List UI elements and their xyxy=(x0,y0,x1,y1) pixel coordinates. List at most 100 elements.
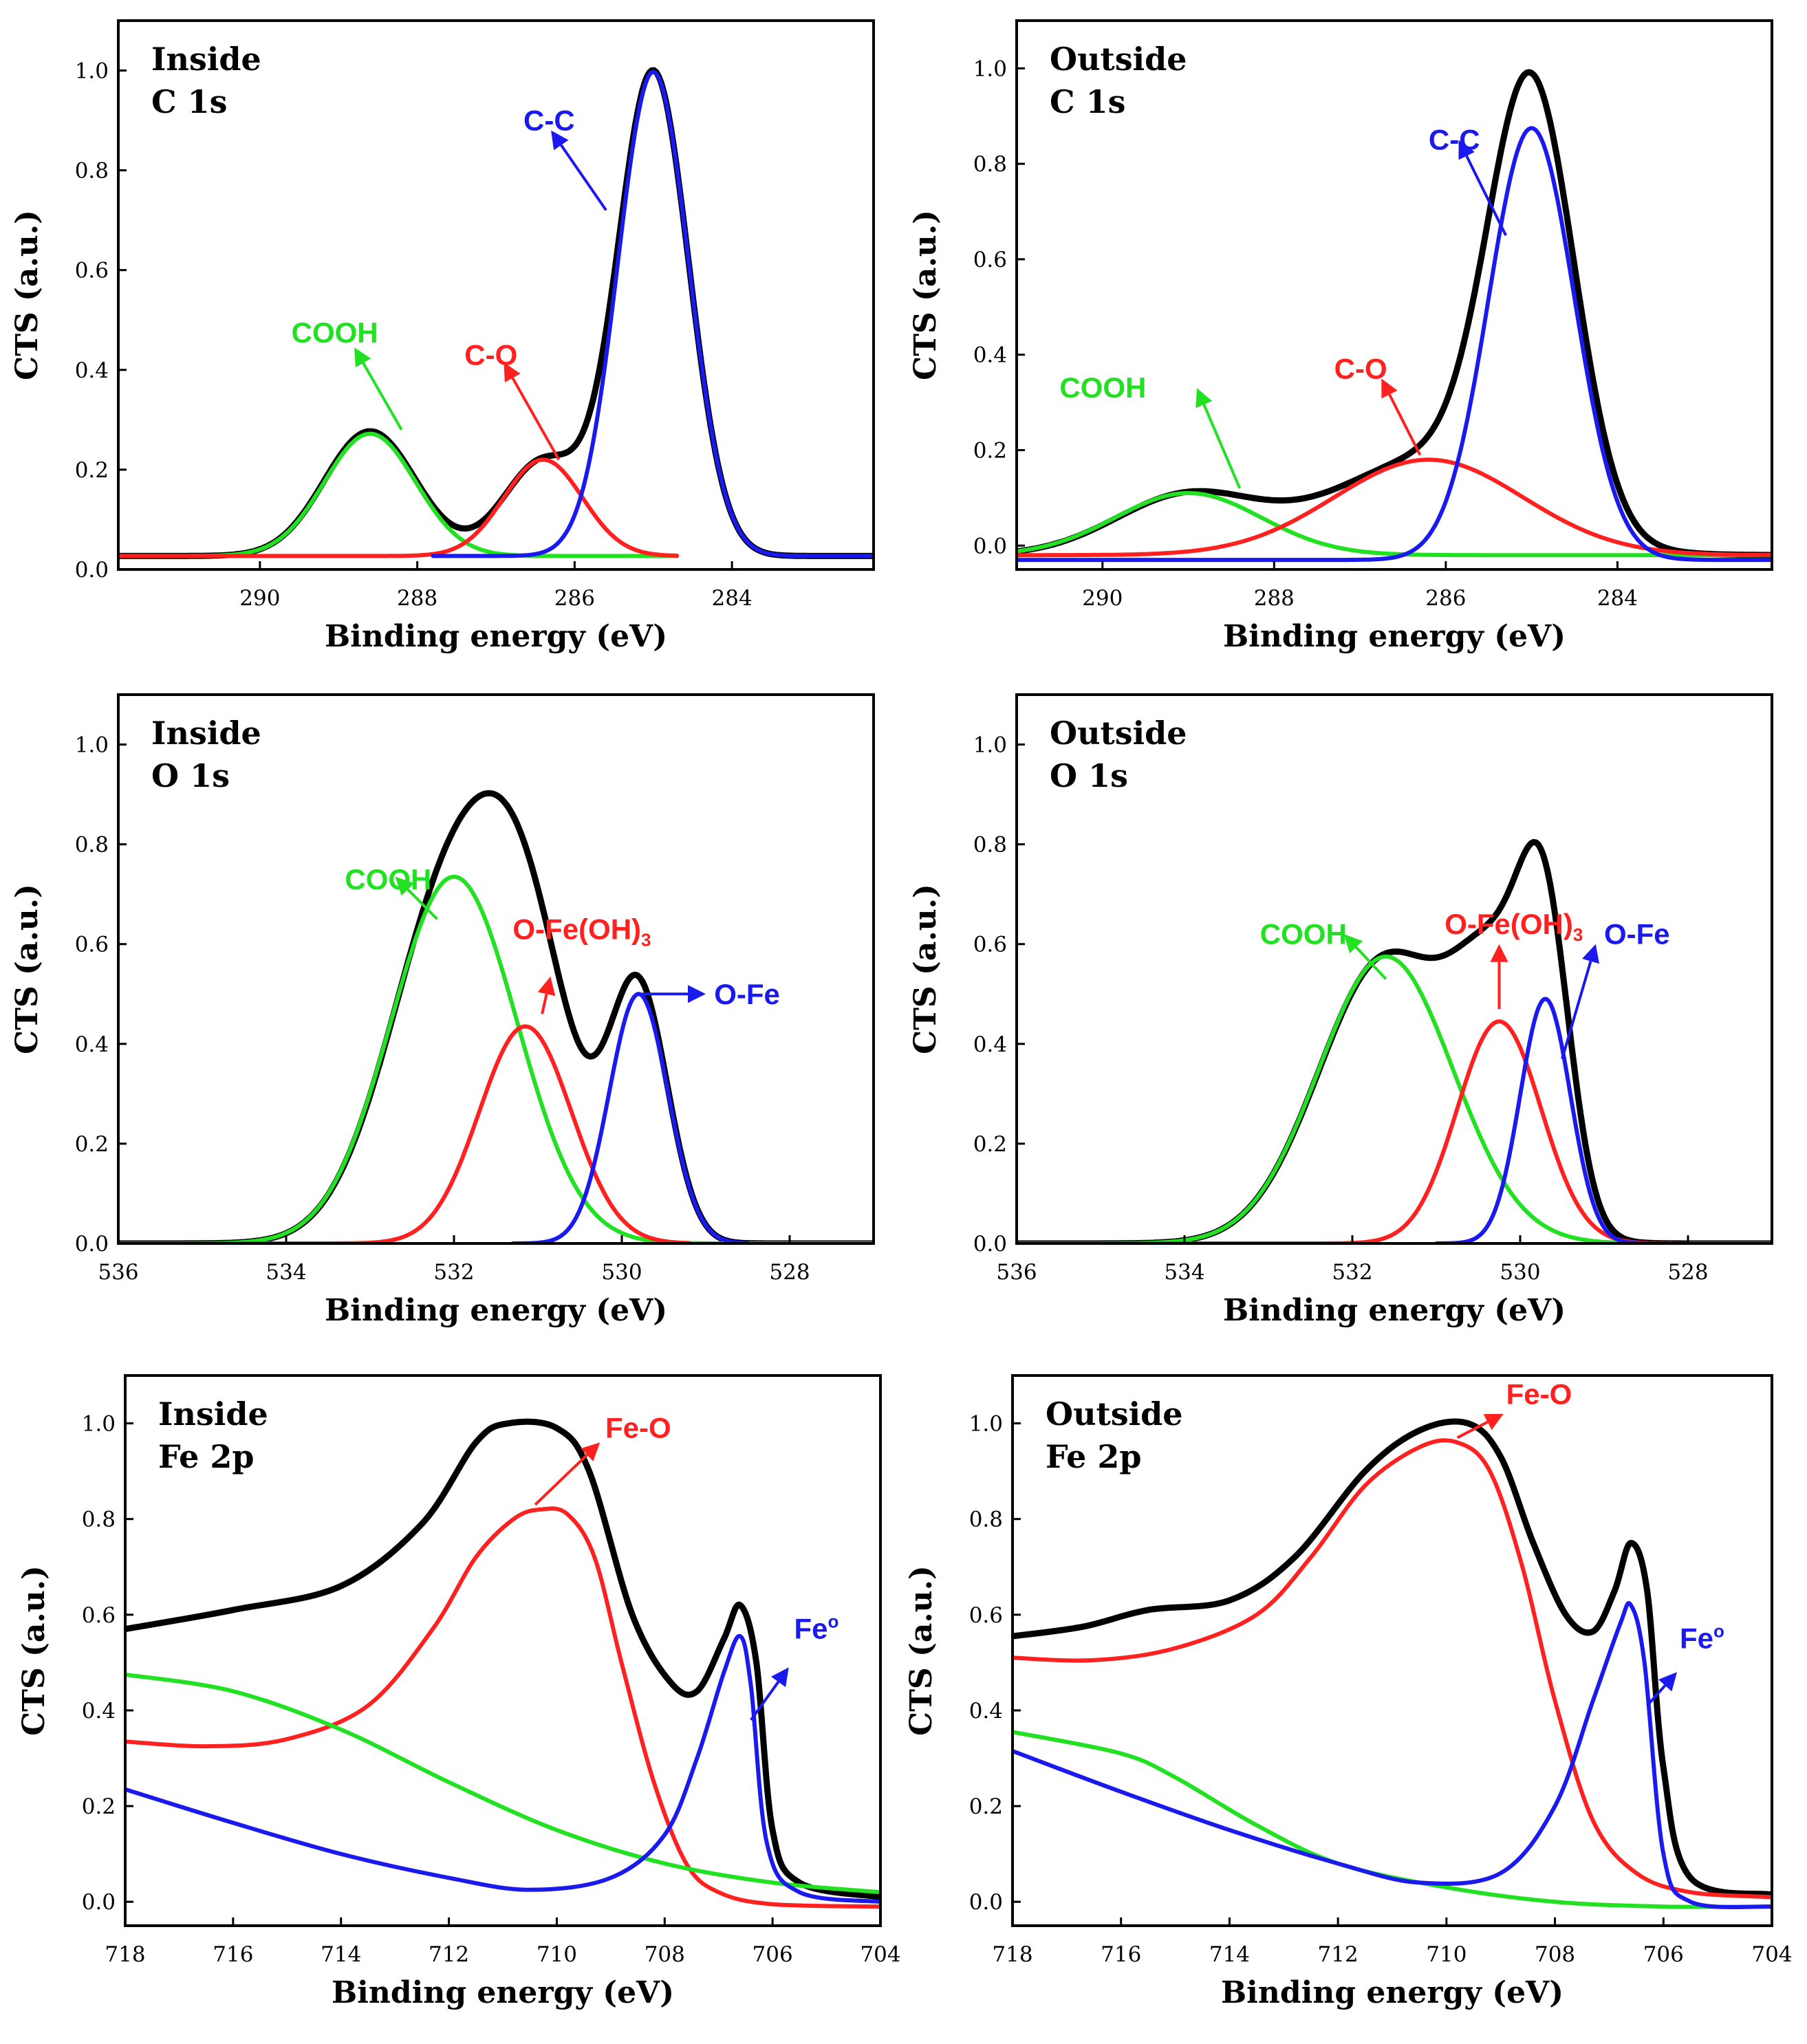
annotation-cooh: COOH xyxy=(345,863,439,920)
series-group xyxy=(125,1418,880,1909)
panel-4: 0.0 0.2 0.4 0.6 0.8 1.0 536 534 532 530 528 Binding… xyxy=(908,693,1773,1328)
x-tick-label: 708 xyxy=(1535,1942,1575,1967)
annotation-arrow-line xyxy=(1456,1420,1489,1439)
y-tick-label: 0.2 xyxy=(969,1794,1003,1819)
series-envelope xyxy=(1017,69,1772,558)
y-tick-label: 0.8 xyxy=(75,833,109,858)
y-tick-label: 0.8 xyxy=(973,833,1007,858)
annotation-label: C-O xyxy=(464,339,517,371)
annotation-label: Fe-O xyxy=(605,1411,671,1444)
series-cooh xyxy=(1017,954,1772,1243)
panel-5: 0.0 0.2 0.4 0.6 0.8 1.0 718 716 714 712 710 708 706 7… xyxy=(17,1374,901,2010)
annotation-label: C-C xyxy=(523,105,575,137)
y-axis-label: CTS (a.u.) xyxy=(10,884,45,1054)
annotation-arrowhead xyxy=(1343,934,1363,954)
annotation-arrow-line xyxy=(1355,946,1387,980)
annotation-arrowhead xyxy=(354,347,371,368)
x-tick-label: 716 xyxy=(1101,1942,1141,1967)
x-axis-label: Binding energy (eV) xyxy=(1223,1293,1566,1328)
panel-title-line: Fe 2p xyxy=(158,1438,255,1475)
x-tick-label: 712 xyxy=(1318,1942,1359,1967)
series-fe0 xyxy=(125,1634,880,1904)
annotation-c-c: C-C xyxy=(1429,123,1507,237)
x-tick-label: 286 xyxy=(554,586,595,611)
y-tick-label: 1.0 xyxy=(973,56,1007,81)
series-envelope xyxy=(1013,1418,1772,1898)
x-tick-label: 534 xyxy=(1164,1260,1204,1285)
y-tick-label: 1.0 xyxy=(969,1412,1003,1437)
x-tick-label: 708 xyxy=(645,1942,685,1967)
annotation-label: Feo xyxy=(794,1611,839,1645)
annotation-arrowhead xyxy=(688,985,706,1003)
series-c-c xyxy=(431,69,874,558)
x-tick-label: 718 xyxy=(105,1942,145,1967)
annotation-arrow-line xyxy=(560,144,607,211)
annotation-label: COOH xyxy=(292,316,378,349)
x-tick-label: 290 xyxy=(1082,586,1123,611)
x-axis-label: Binding energy (eV) xyxy=(325,1293,667,1328)
annotation-arrow-line xyxy=(1388,393,1422,456)
annotation-o-fe: O-Fe xyxy=(638,978,780,1010)
plot-frame xyxy=(1015,693,1773,1245)
y-tick-label: 0.0 xyxy=(75,1232,109,1257)
annotation-arrowhead xyxy=(537,976,556,997)
annotation-cooh: COOH xyxy=(1059,371,1242,489)
panel-title-line: Outside xyxy=(1050,41,1187,78)
annotation-superscript: o xyxy=(1713,1621,1724,1642)
y-tick-label: 0.6 xyxy=(82,1603,116,1628)
series-c-o xyxy=(118,457,680,558)
y-tick-label: 0.4 xyxy=(973,1032,1007,1057)
series-group xyxy=(118,790,874,1243)
x-tick-label: 704 xyxy=(1751,1942,1792,1967)
annotation-arrow-line xyxy=(1465,155,1507,237)
x-tick-label: 528 xyxy=(1667,1260,1708,1285)
series-group xyxy=(1017,69,1772,563)
panel-title-line: O 1s xyxy=(1050,757,1128,794)
series-fe-o xyxy=(1013,1438,1772,1900)
annotation-label: COOH xyxy=(345,863,431,895)
annotation-arrow-line xyxy=(362,362,403,431)
y-tick-label: 0.0 xyxy=(82,1890,116,1915)
y-tick-label: 0.4 xyxy=(973,343,1007,368)
x-tick-label: 716 xyxy=(213,1942,253,1967)
series-group xyxy=(1013,1418,1772,1910)
y-tick-label: 0.6 xyxy=(75,259,109,283)
annotation-label: Feo xyxy=(1680,1621,1724,1655)
x-tick-label: 528 xyxy=(769,1260,810,1285)
series-envelope xyxy=(118,790,874,1243)
plot-frame xyxy=(1015,19,1773,571)
y-tick-label: 0.6 xyxy=(969,1603,1003,1628)
x-tick-label: 288 xyxy=(1254,586,1295,611)
annotation-arrowhead xyxy=(1658,1672,1677,1692)
y-tick-label: 0.8 xyxy=(969,1508,1003,1532)
panel-1: 0.0 0.2 0.4 0.6 0.8 1.0 290 288 286 284 Binding en… xyxy=(10,19,875,654)
x-tick-label: 714 xyxy=(321,1942,361,1967)
y-tick-label: 0.8 xyxy=(82,1508,116,1532)
annotation-arrow-line xyxy=(750,1681,780,1721)
y-tick-label: 0.4 xyxy=(75,1032,109,1057)
series-fe0 xyxy=(1013,1601,1772,1910)
annotation-fe: Feo xyxy=(750,1611,839,1721)
annotation-arrowhead xyxy=(1381,378,1398,399)
x-tick-label: 536 xyxy=(996,1260,1037,1285)
y-tick-label: 0.2 xyxy=(75,1132,109,1157)
y-tick-label: 0.6 xyxy=(973,933,1007,957)
plot-frame xyxy=(117,693,875,1245)
annotation-arrow-line xyxy=(534,1453,588,1506)
annotation-arrowhead xyxy=(1483,1413,1504,1431)
annotation-subscript: 3 xyxy=(1573,924,1583,945)
y-tick-label: 0.0 xyxy=(973,1232,1007,1257)
annotation-arrowhead xyxy=(1490,944,1508,962)
x-tick-label: 712 xyxy=(429,1942,469,1967)
annotation-cooh: COOH xyxy=(1260,918,1387,980)
annotation-arrowhead xyxy=(1195,388,1213,409)
annotation-arrow-line xyxy=(1202,404,1242,489)
panel-title-line: O 1s xyxy=(151,757,230,794)
x-tick-label: 536 xyxy=(98,1260,138,1285)
plot-frame xyxy=(1011,1374,1773,1927)
x-tick-label: 532 xyxy=(1332,1260,1372,1285)
panel-title-line: Outside xyxy=(1046,1395,1183,1433)
y-tick-label: 0.2 xyxy=(75,458,109,483)
annotation-arrowhead xyxy=(581,1442,600,1461)
x-tick-label: 530 xyxy=(1500,1260,1540,1285)
